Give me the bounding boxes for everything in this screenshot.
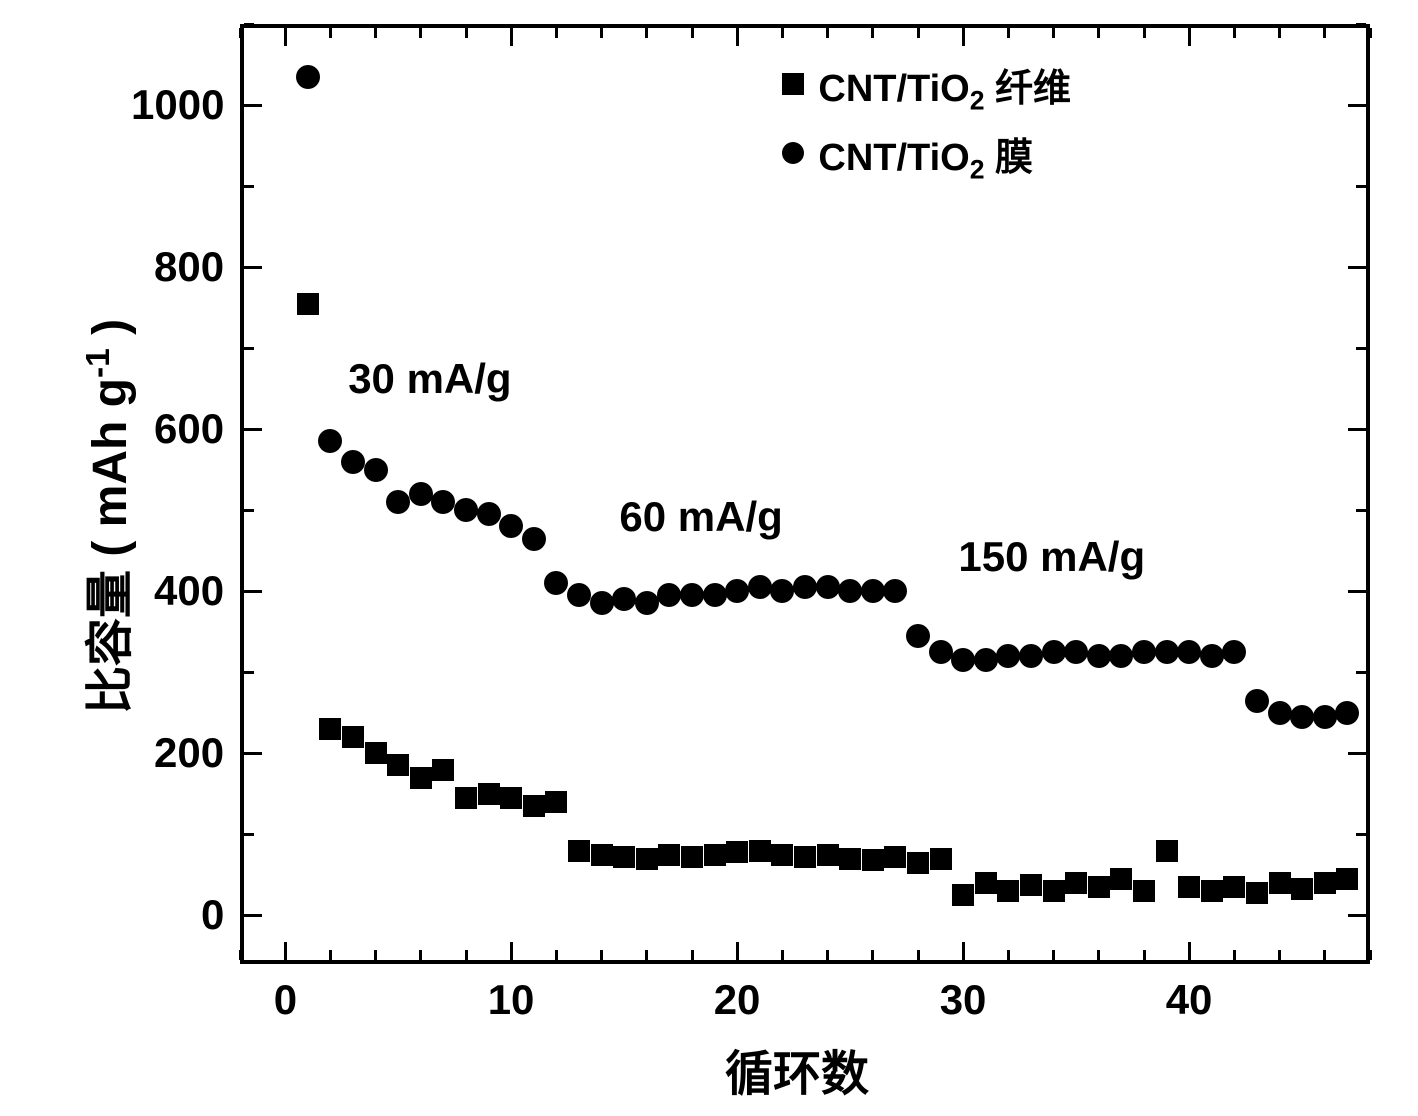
data-point-square (1291, 878, 1313, 900)
legend: CNT/TiO2 纤维 CNT/TiO2 膜 (782, 57, 1071, 181)
legend-marker-square-icon (782, 73, 804, 95)
data-point-circle (1087, 644, 1111, 668)
data-point-square (1156, 840, 1178, 862)
data-point-circle (477, 502, 501, 526)
data-point-square (997, 880, 1019, 902)
data-point-square (319, 718, 341, 740)
tick-label: 600 (154, 405, 224, 453)
data-point-square (907, 852, 929, 874)
data-point-square (1043, 880, 1065, 902)
data-point-square (1133, 880, 1155, 902)
data-point-square (1336, 868, 1358, 890)
data-point-square (297, 293, 319, 315)
data-point-square (365, 742, 387, 764)
x-axis-label: 循环数 (725, 1034, 869, 1104)
data-point-circle (341, 450, 365, 474)
data-point-circle (364, 458, 388, 482)
data-point-square (839, 848, 861, 870)
data-point-circle (1200, 644, 1224, 668)
data-point-circle (409, 482, 433, 506)
tick-label: 1000 (131, 81, 224, 129)
tick-label: 20 (714, 976, 761, 1024)
data-point-square (523, 795, 545, 817)
data-point-square (1314, 872, 1336, 894)
data-point-square (749, 840, 771, 862)
data-point-square (568, 840, 590, 862)
data-point-square (410, 767, 432, 789)
data-point-square (545, 791, 567, 813)
data-point-square (658, 844, 680, 866)
annotation-rate-30: 30 mA/g (348, 355, 511, 403)
data-point-square (613, 846, 635, 868)
data-point-circle (1335, 701, 1359, 725)
data-point-square (1223, 876, 1245, 898)
tick-label: 200 (154, 729, 224, 777)
data-point-circle (1019, 644, 1043, 668)
data-point-square (952, 884, 974, 906)
data-point-square (387, 754, 409, 776)
tick-label: 400 (154, 567, 224, 615)
data-point-square (455, 787, 477, 809)
y-axis-label: 比容量 ( mAh g-1 ) (70, 319, 140, 714)
data-point-square (681, 846, 703, 868)
data-point-square (1246, 882, 1268, 904)
data-point-circle (816, 575, 840, 599)
data-point-square (1065, 872, 1087, 894)
legend-label-fiber: CNT/TiO2 纤维 (818, 57, 1071, 112)
data-point-square (884, 846, 906, 868)
data-point-square (432, 759, 454, 781)
annotation-rate-150: 150 mA/g (958, 533, 1145, 581)
data-point-square (591, 844, 613, 866)
data-point-circle (1155, 640, 1179, 664)
data-point-square (342, 726, 364, 748)
tick-label: 0 (201, 891, 224, 939)
data-point-square (817, 844, 839, 866)
data-point-square (930, 848, 952, 870)
data-point-square (1201, 880, 1223, 902)
data-point-circle (522, 527, 546, 551)
data-point-circle (1042, 640, 1066, 664)
legend-entry-film: CNT/TiO2 膜 (782, 126, 1071, 181)
data-point-square (1269, 872, 1291, 894)
data-point-circle (861, 579, 885, 603)
legend-marker-circle-icon (782, 142, 804, 164)
data-point-circle (929, 640, 953, 664)
data-point-square (975, 872, 997, 894)
data-point-circle (1290, 705, 1314, 729)
capacity-vs-cycle-chart: 30 mA/g 60 mA/g 150 mA/g 比容量 ( mAh g-1 )… (0, 0, 1418, 1116)
data-point-square (636, 848, 658, 870)
data-point-square (1088, 876, 1110, 898)
data-point-circle (703, 583, 727, 607)
data-point-circle (748, 575, 772, 599)
annotation-rate-60: 60 mA/g (619, 493, 782, 541)
data-point-square (771, 844, 793, 866)
data-point-square (794, 846, 816, 868)
legend-entry-fiber: CNT/TiO2 纤维 (782, 57, 1071, 112)
tick-label: 10 (488, 976, 535, 1024)
data-point-square (1110, 868, 1132, 890)
data-point-square (726, 841, 748, 863)
tick-label: 30 (940, 976, 987, 1024)
data-point-square (500, 787, 522, 809)
data-point-circle (1245, 689, 1269, 713)
data-point-circle (1313, 705, 1337, 729)
data-point-circle (1268, 701, 1292, 725)
tick-label: 800 (154, 243, 224, 291)
data-point-square (1178, 876, 1200, 898)
data-point-circle (793, 575, 817, 599)
data-point-circle (296, 65, 320, 89)
legend-label-film: CNT/TiO2 膜 (818, 126, 1033, 181)
tick-label: 40 (1166, 976, 1213, 1024)
data-point-circle (1132, 640, 1156, 664)
data-point-square (704, 844, 726, 866)
data-point-square (862, 849, 884, 871)
data-point-circle (974, 648, 998, 672)
data-point-square (1020, 874, 1042, 896)
data-point-square (478, 783, 500, 805)
data-point-circle (590, 591, 614, 615)
data-point-circle (906, 624, 930, 648)
tick-label: 0 (274, 976, 297, 1024)
